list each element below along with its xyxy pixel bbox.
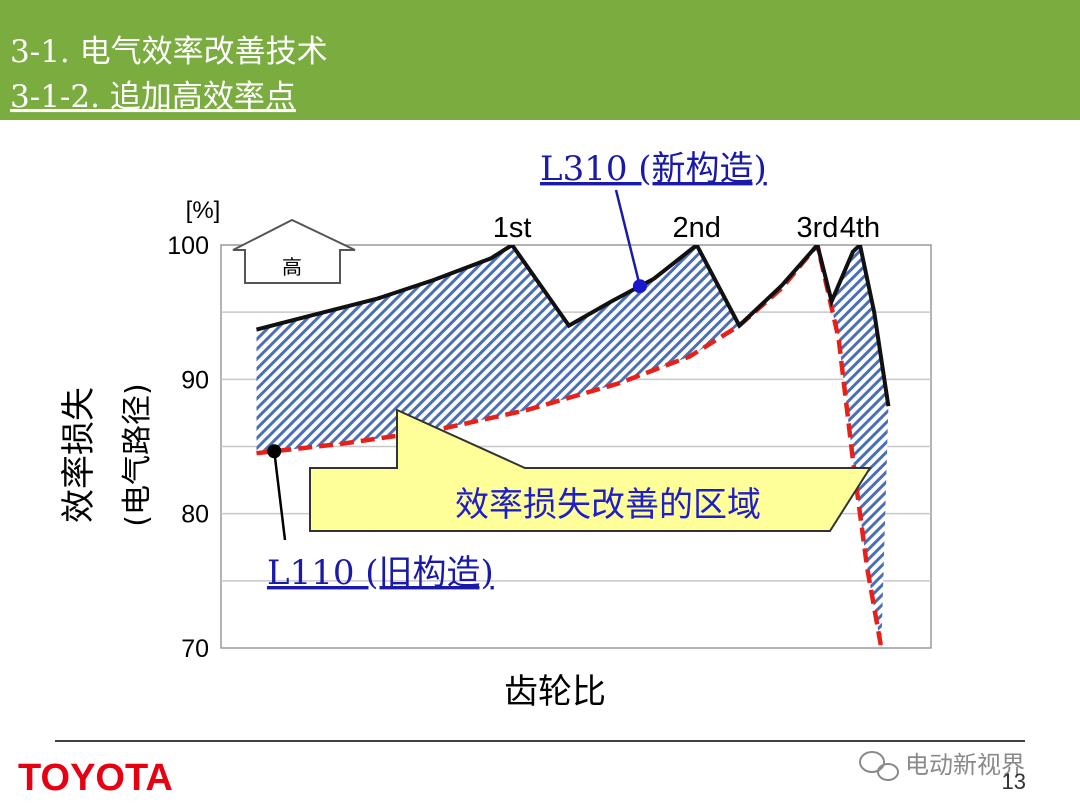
gear-label: 4th <box>840 212 880 244</box>
callout-arrow <box>309 408 872 532</box>
gear-label: 3rd <box>796 212 838 244</box>
y-tick-label: 100 <box>167 232 209 260</box>
y-tick-label: 80 <box>181 501 209 529</box>
toyota-logo: TOYOTA <box>18 757 173 799</box>
series-l310-line <box>255 245 891 407</box>
l110-marker <box>267 444 282 459</box>
subsection-title: 3-1-2. 追加高效率点 <box>10 79 296 115</box>
gear-label: 1st <box>493 212 532 244</box>
y-unit: [%] <box>186 197 221 224</box>
l310-label: L310 (新构造) <box>540 149 767 189</box>
wechat-icon <box>859 751 899 781</box>
header-band <box>0 0 1050 120</box>
x-axis-title: 齿轮比 <box>504 672 606 712</box>
up-arrow-icon <box>232 218 356 284</box>
page-number: 13 <box>1002 769 1026 794</box>
gear-labels: 1st 2nd 3rd 4th <box>493 212 880 244</box>
y-tick-label: 90 <box>181 366 209 394</box>
y-tick-label: 70 <box>181 635 209 663</box>
callout-label: 效率损失改善的区域 <box>455 485 761 525</box>
y-tick-labels: 70 80 90 100 <box>167 232 209 663</box>
l110-leader-line <box>273 451 287 541</box>
gear-label: 2nd <box>673 212 721 244</box>
watermark-text: 电动新视界 <box>905 751 1025 779</box>
l310-marker <box>632 279 647 294</box>
l110-label: L110 (旧构造) <box>267 553 494 593</box>
up-arrow-label: 高 <box>282 255 302 279</box>
section-title: 3-1. 电气效率改善技术 <box>10 34 328 70</box>
improvement-hatch-area <box>256 245 889 648</box>
l310-leader-line <box>614 189 642 287</box>
y-axis-title-1: 效率损失 <box>59 387 99 523</box>
y-axis-title-2: (电气路径) <box>120 383 155 526</box>
